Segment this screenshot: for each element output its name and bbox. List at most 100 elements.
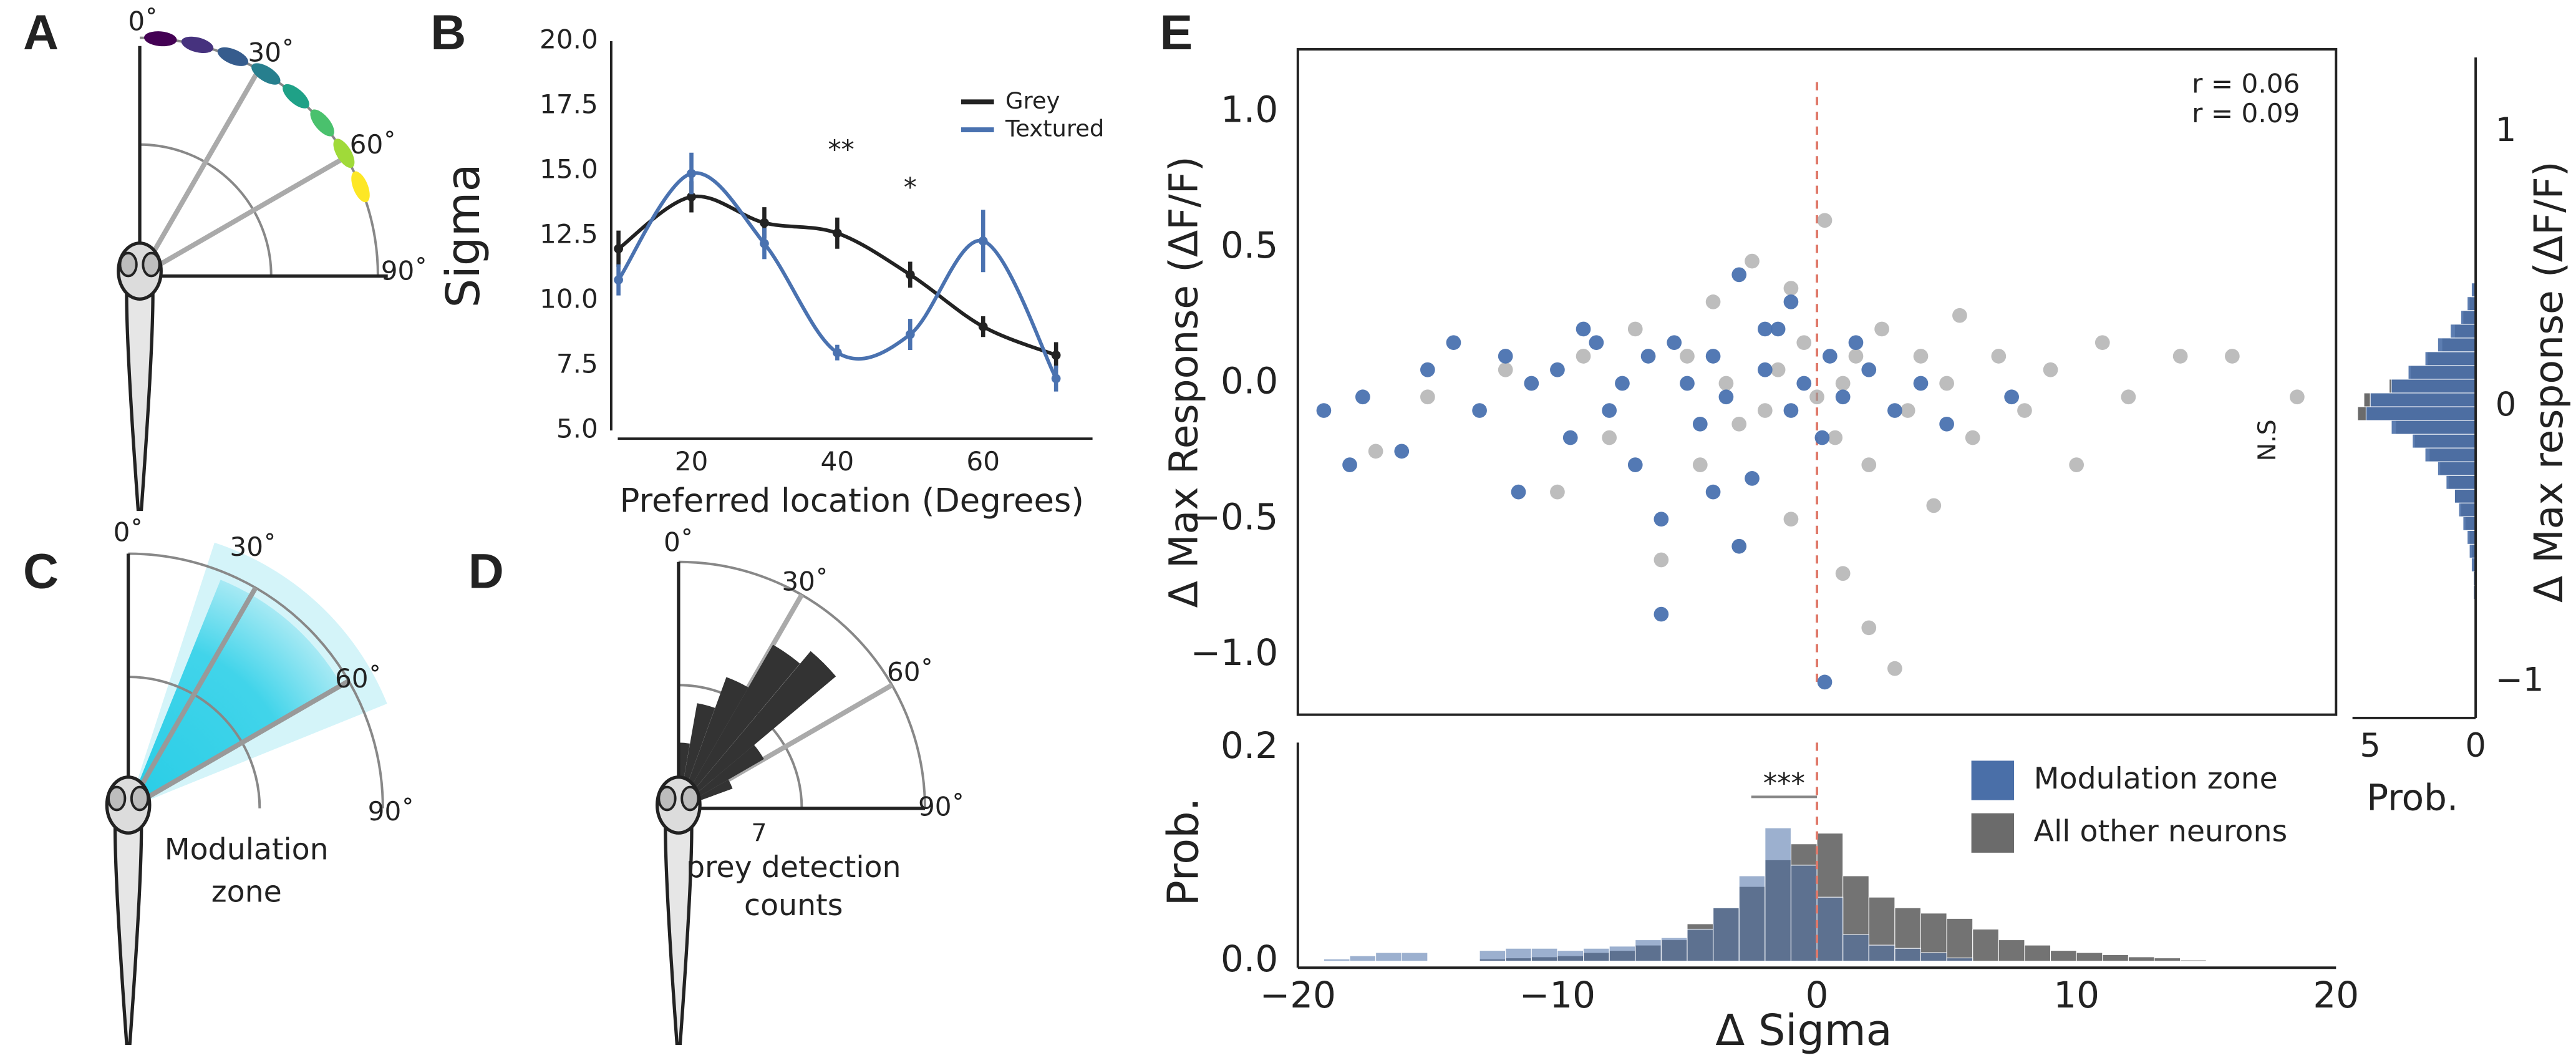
outer-arc [678, 560, 926, 808]
legend-swatch [1971, 813, 2015, 853]
scatter-point [1861, 457, 1877, 472]
y-tick-label: −1 [2496, 661, 2544, 699]
angle-label: 30˚ [248, 37, 294, 67]
histogram-bar [2437, 337, 2476, 352]
histogram-bar [1660, 937, 1688, 962]
histogram-bar [1972, 928, 1999, 962]
stimulus-positions [143, 31, 370, 203]
angle-label: 0˚ [114, 517, 143, 547]
point [760, 239, 769, 248]
scatter-point [1770, 321, 1786, 337]
y-tick-label: 0.0 [1221, 360, 1278, 402]
panel-d-diagram: 0˚ 30˚ 60˚ 90˚ 7 prey detection counts [657, 527, 965, 1043]
scatter-point [1887, 403, 1902, 418]
scatter-point [1420, 389, 1435, 405]
angle-label: 60˚ [887, 656, 934, 687]
scatter-point [1498, 362, 1513, 377]
scatter-point [1718, 389, 1734, 405]
scatter-point [1828, 430, 1843, 445]
x-tick-label: 20 [675, 446, 709, 477]
scatter-point [1511, 484, 1526, 500]
scatter-point [1640, 349, 1656, 364]
scatter-point [1848, 335, 1864, 351]
count-label: prey detection [686, 850, 901, 885]
angle-label: 30˚ [230, 532, 276, 562]
x-tick-label: 5 [2360, 727, 2381, 765]
scatter-point [1602, 430, 1617, 445]
fish [119, 243, 161, 510]
significance: N.S [2253, 419, 2282, 461]
scatter-point [1394, 444, 1410, 459]
histogram-bar [2076, 952, 2103, 962]
histogram-bar [2180, 959, 2207, 962]
histogram-bar [2154, 958, 2181, 962]
x-axis-label: Preferred location (Degrees) [620, 482, 1084, 520]
angle-label: 0˚ [664, 527, 694, 557]
x-tick-label: 40 [821, 446, 855, 477]
histogram-bar [1790, 865, 1818, 962]
scatter-point [1757, 403, 1773, 418]
histogram-bar [2424, 351, 2476, 366]
angle-label: 0˚ [128, 6, 158, 36]
scatter-point [1887, 661, 1902, 676]
scatter-point [1952, 308, 1967, 323]
scatter-point [1550, 484, 1565, 500]
histogram-bar [1349, 955, 1377, 962]
y-tick-label: 0.2 [1221, 724, 1278, 767]
histogram-bar [1635, 939, 1662, 962]
y-tick-label: 20.0 [540, 24, 598, 54]
histogram-bar [1842, 934, 1869, 962]
y-tick-label: 0 [2496, 386, 2517, 424]
outer-arc [128, 552, 384, 808]
histogram-bar [2408, 365, 2476, 380]
histogram-bar [2462, 516, 2476, 531]
scatter-point [2290, 389, 2305, 405]
inner-arc [140, 143, 273, 276]
scatter-point [2069, 457, 2085, 472]
scatter-point [1861, 620, 1877, 636]
scatter-point [1783, 294, 1799, 309]
panel-letter: B [430, 4, 466, 60]
histogram-bar [1946, 918, 1973, 962]
y-tick-label: 7.5 [556, 348, 598, 379]
scatter-point [1814, 430, 1830, 445]
scatter-point [1562, 430, 1578, 445]
scatter-point [1817, 674, 1833, 690]
scatter-point [1355, 389, 1370, 405]
histogram-bar [1557, 950, 1584, 962]
significance: ** [828, 134, 855, 165]
modulation-zone [128, 580, 342, 808]
legend-label: All other neurons [2034, 814, 2288, 848]
plot-frame [1296, 48, 2338, 716]
histogram-bar [2424, 447, 2476, 462]
histogram-bar [2446, 475, 2476, 490]
scatter-point [1446, 335, 1461, 351]
point [614, 244, 623, 254]
scatter-point [1654, 512, 1669, 527]
scatter-point [1817, 213, 1833, 228]
scatter-point [1472, 403, 1487, 418]
scatter-point [1965, 430, 1980, 445]
point [760, 218, 769, 228]
point [687, 192, 696, 201]
scatter-point [1680, 376, 1695, 391]
y-tick-label: −1.0 [1191, 631, 1279, 674]
legend-label: Modulation zone [2034, 762, 2278, 796]
correlation-label: r = 0.09 [2192, 98, 2300, 129]
y-tick-label: −0.5 [1191, 495, 1279, 538]
scatter-point [1654, 552, 1669, 568]
scatter-point [1615, 376, 1630, 391]
angle-label: 90˚ [368, 796, 415, 827]
scatter-point [1498, 349, 1513, 364]
y-tick-label: 1.0 [1221, 88, 1278, 130]
scatter-point [1783, 403, 1799, 418]
scatter-point [1913, 349, 1929, 364]
zone-label: Modulation [165, 832, 329, 866]
point [687, 168, 696, 178]
panel-c-diagram: 0˚ 30˚ 60˚ 90˚ Modulation zone [107, 517, 414, 1043]
scale-tick: 7 [751, 818, 767, 847]
scatter-point [1874, 321, 1889, 337]
scatter-point [1667, 335, 1682, 351]
count-label: counts [744, 888, 843, 923]
